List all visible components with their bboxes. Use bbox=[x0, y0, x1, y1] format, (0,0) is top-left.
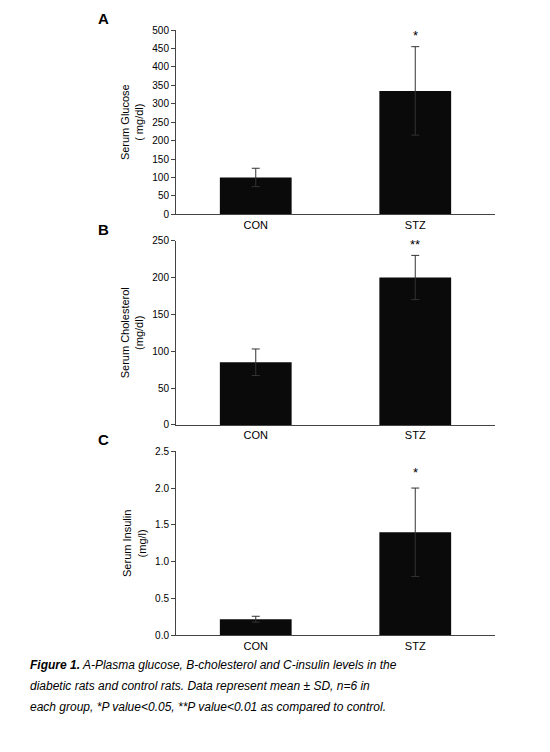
svg-text:Figure 1. A-Plasma glucose, B-: Figure 1. A-Plasma glucose, B-cholestero… bbox=[30, 658, 397, 672]
svg-text:0: 0 bbox=[163, 209, 169, 220]
svg-text:each group, *P value<0.05, **P: each group, *P value<0.05, **P value<0.0… bbox=[30, 700, 386, 714]
svg-text:100: 100 bbox=[152, 172, 169, 183]
svg-text:CON: CON bbox=[244, 640, 269, 652]
svg-text:250: 250 bbox=[152, 235, 169, 246]
svg-text:1.0: 1.0 bbox=[155, 556, 169, 567]
svg-text:50: 50 bbox=[158, 383, 170, 394]
svg-text:400: 400 bbox=[152, 61, 169, 72]
svg-text:300: 300 bbox=[152, 98, 169, 109]
svg-text:STZ: STZ bbox=[405, 219, 426, 231]
svg-text:diabetic rats and control rats: diabetic rats and control rats. Data rep… bbox=[30, 679, 370, 693]
svg-text:B: B bbox=[98, 221, 109, 238]
svg-text:450: 450 bbox=[152, 43, 169, 54]
svg-text:1.5: 1.5 bbox=[155, 519, 169, 530]
svg-text:0.5: 0.5 bbox=[155, 593, 169, 604]
svg-text:Serum Insulin(mg/l): Serum Insulin(mg/l) bbox=[121, 510, 147, 577]
svg-text:C: C bbox=[98, 431, 109, 448]
svg-text:A: A bbox=[98, 10, 109, 27]
svg-text:*: * bbox=[413, 465, 418, 480]
svg-text:350: 350 bbox=[152, 80, 169, 91]
svg-text:CON: CON bbox=[244, 429, 269, 441]
svg-text:150: 150 bbox=[152, 154, 169, 165]
svg-text:0.0: 0.0 bbox=[155, 630, 169, 641]
svg-text:2.0: 2.0 bbox=[155, 483, 169, 494]
svg-text:100: 100 bbox=[152, 346, 169, 357]
svg-text:200: 200 bbox=[152, 272, 169, 283]
svg-text:Serum Cholesterol(mg/dl): Serum Cholesterol(mg/dl) bbox=[119, 287, 145, 378]
svg-text:*: * bbox=[413, 28, 418, 43]
svg-text:150: 150 bbox=[152, 309, 169, 320]
svg-text:200: 200 bbox=[152, 135, 169, 146]
svg-text:0: 0 bbox=[163, 419, 169, 430]
svg-text:500: 500 bbox=[152, 25, 169, 36]
svg-text:50: 50 bbox=[158, 190, 170, 201]
svg-text:STZ: STZ bbox=[405, 640, 426, 652]
svg-text:**: ** bbox=[410, 237, 420, 252]
svg-text:STZ: STZ bbox=[405, 429, 426, 441]
svg-text:2.5: 2.5 bbox=[155, 446, 169, 457]
svg-text:250: 250 bbox=[152, 117, 169, 128]
svg-text:CON: CON bbox=[244, 219, 269, 231]
svg-text:Serum Glucose( mg/dl): Serum Glucose( mg/dl) bbox=[119, 84, 145, 160]
